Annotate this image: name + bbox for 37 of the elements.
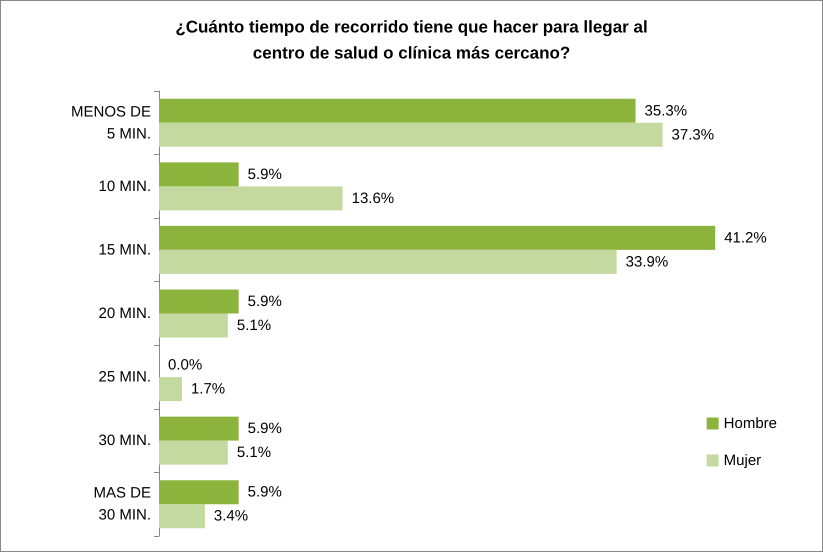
data-label: 33.9% bbox=[626, 253, 668, 270]
bar bbox=[159, 226, 716, 250]
data-label: 5.9% bbox=[248, 420, 282, 438]
y-tick-label: MAS DE 30 MIN. bbox=[93, 484, 151, 524]
bar bbox=[159, 504, 205, 528]
data-label: 3.4% bbox=[214, 508, 248, 525]
y-tick-label: 10 MIN. bbox=[98, 178, 151, 195]
bar bbox=[159, 122, 663, 147]
data-label: 5.9% bbox=[248, 293, 282, 310]
legend-label: Mujer bbox=[724, 452, 762, 469]
legend-label: Hombre bbox=[724, 415, 778, 432]
y-tick-label: MENOS DE 5 MIN. bbox=[70, 103, 151, 142]
data-label: 35.3% bbox=[644, 102, 688, 120]
data-label: 37.3% bbox=[672, 126, 714, 144]
data-label: 5.9% bbox=[248, 484, 282, 501]
bar bbox=[159, 98, 636, 123]
data-label: 1.7% bbox=[190, 380, 226, 398]
y-tick-label: 20 MIN. bbox=[98, 305, 151, 322]
data-label: 5.1% bbox=[236, 444, 272, 462]
bar bbox=[159, 186, 343, 210]
data-label: 0.0% bbox=[168, 356, 202, 374]
bar bbox=[159, 290, 239, 314]
bar bbox=[159, 162, 239, 186]
data-label: 13.6% bbox=[352, 190, 394, 207]
data-label: 41.2% bbox=[724, 229, 767, 246]
y-tick-label: 30 MIN. bbox=[98, 432, 151, 450]
bar bbox=[159, 377, 182, 402]
bar bbox=[159, 250, 617, 274]
bar bbox=[159, 314, 228, 338]
bar bbox=[159, 440, 228, 465]
bar bbox=[159, 480, 239, 504]
y-tick-label: 15 MIN. bbox=[98, 241, 151, 258]
bar bbox=[159, 416, 239, 441]
y-tick-label: 25 MIN. bbox=[98, 368, 151, 386]
data-label: 5.9% bbox=[248, 166, 282, 183]
chart-title: ¿Cuánto tiempo de recorrido tiene que hacer para llegar al centro de salud o clínica más cercano? bbox=[175, 18, 648, 62]
data-label: 5.1% bbox=[236, 317, 272, 334]
